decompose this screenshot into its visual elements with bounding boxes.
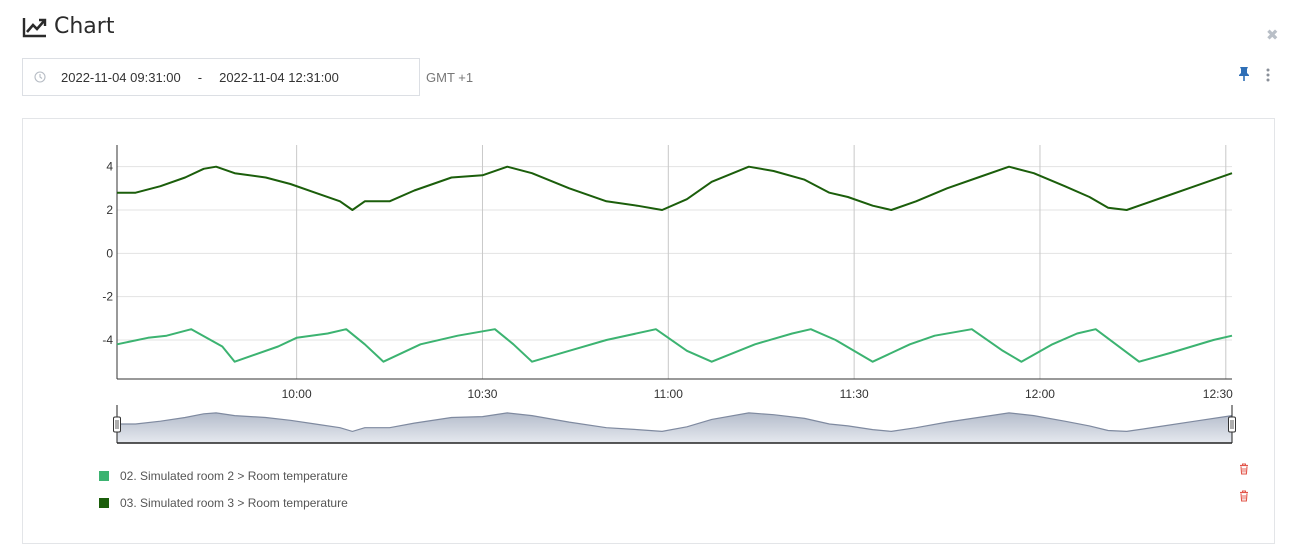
range-end[interactable]: 2022-11-04 12:31:00 xyxy=(219,69,339,85)
chart-title-row: Chart xyxy=(22,14,114,39)
range-separator: - xyxy=(197,69,203,85)
series-lines xyxy=(116,165,1233,363)
navigator-line xyxy=(117,412,1233,433)
legend-item-room-3[interactable]: 03. Simulated room 3 > Room temperature xyxy=(99,496,348,510)
x-tick-label: 10:30 xyxy=(467,387,497,401)
navigator-left-handle[interactable] xyxy=(113,416,121,433)
series-line-room-3 xyxy=(117,165,1233,211)
line-chart-icon xyxy=(22,16,48,38)
time-range-input[interactable]: 2022-11-04 09:31:00 - 2022-11-04 12:31:0… xyxy=(22,58,420,96)
chart-panel: 4 2 0 -2 -4 10:00 10:30 11:00 11:30 12:00 12:30 02… xyxy=(22,118,1275,544)
legend-swatch-room-2 xyxy=(99,471,109,481)
clock-icon xyxy=(34,71,46,83)
y-tick-label: 0 xyxy=(106,246,113,260)
series-line-room-2 xyxy=(116,328,1233,363)
timezone-label: GMT +1 xyxy=(426,70,474,85)
range-navigator[interactable] xyxy=(113,405,1236,444)
chart-svg: 4 2 0 -2 -4 10:00 10:30 11:00 11:30 12:00 12:30 xyxy=(102,145,1236,444)
y-tick-label: 4 xyxy=(106,160,113,174)
grid-lines xyxy=(117,145,1232,379)
pin-icon[interactable] xyxy=(1237,66,1251,87)
y-tick-label: 2 xyxy=(106,203,113,217)
navigator-right-handle[interactable] xyxy=(1228,416,1236,433)
navigator-area xyxy=(117,412,1232,443)
page-title: Chart xyxy=(54,14,115,39)
remove-series-room-2-trash-icon[interactable] xyxy=(1239,462,1249,480)
y-tick-label: -2 xyxy=(102,290,113,304)
legend-label-room-2: 02. Simulated room 2 > Room temperature xyxy=(120,469,348,483)
legend-item-room-2[interactable]: 02. Simulated room 2 > Room temperature xyxy=(99,469,348,483)
handle-grip xyxy=(1228,416,1236,433)
x-tick-label: 10:00 xyxy=(282,387,312,401)
x-tick-label: 11:30 xyxy=(840,387,869,401)
x-tick-label: 12:00 xyxy=(1025,387,1055,401)
legend-label-room-3: 03. Simulated room 3 > Room temperature xyxy=(120,496,348,510)
remove-series-room-3-trash-icon[interactable] xyxy=(1239,489,1249,507)
range-start[interactable]: 2022-11-04 09:31:00 xyxy=(61,69,181,85)
legend-swatch-room-3 xyxy=(99,498,109,508)
axes: 4 2 0 -2 -4 10:00 10:30 11:00 11:30 12:00 12:30 xyxy=(102,145,1233,401)
y-tick-label: -4 xyxy=(102,333,113,347)
x-tick-label: 12:30 xyxy=(1203,387,1233,401)
kebab-menu-icon[interactable] xyxy=(1264,67,1272,88)
handle-grip xyxy=(113,416,121,433)
close-icon[interactable]: ✖ xyxy=(1266,26,1279,44)
x-tick-label: 11:00 xyxy=(654,387,683,401)
